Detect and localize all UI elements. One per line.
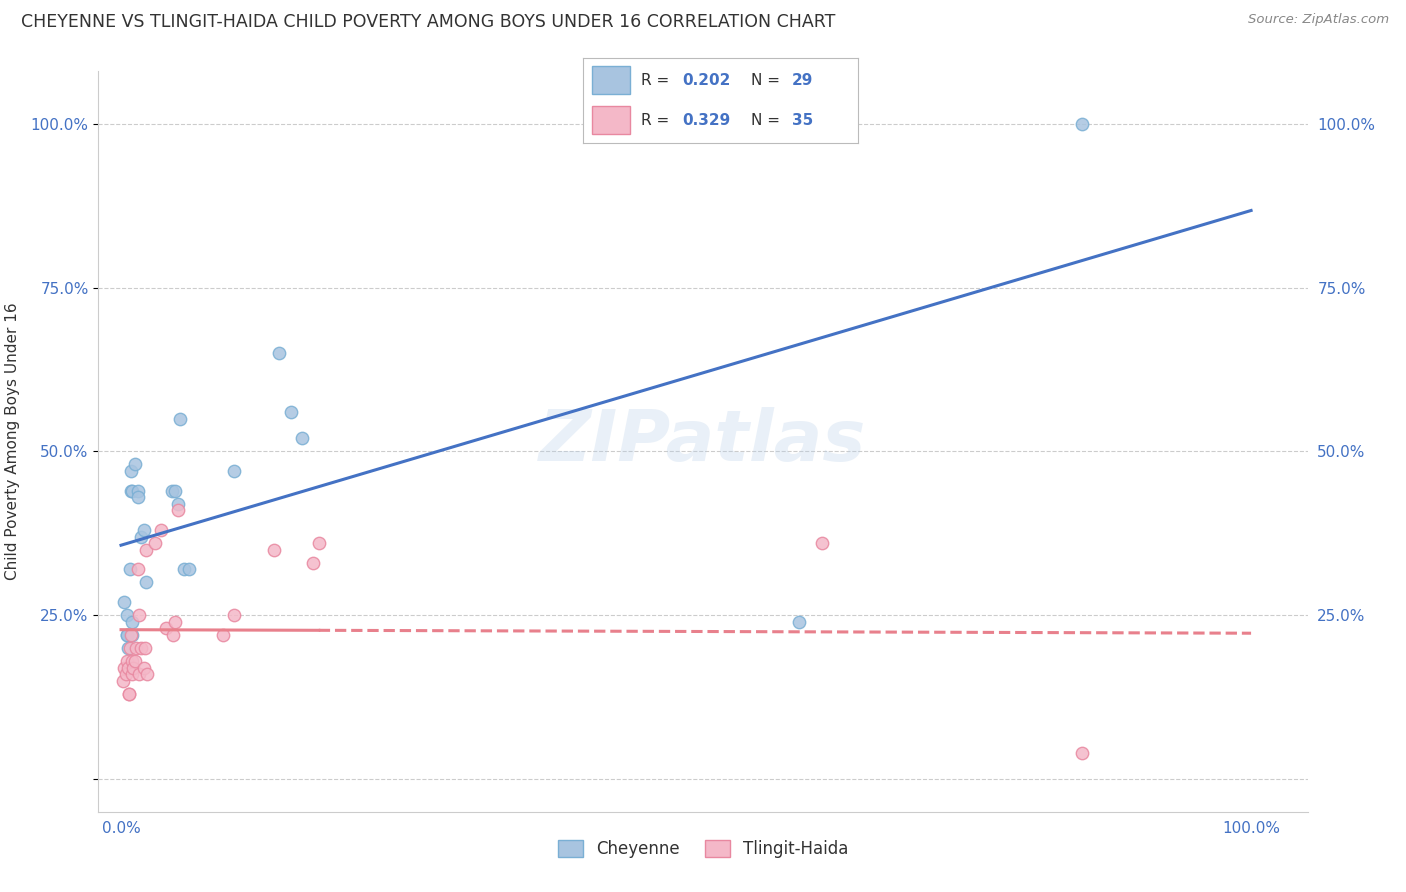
Text: CHEYENNE VS TLINGIT-HAIDA CHILD POVERTY AMONG BOYS UNDER 16 CORRELATION CHART: CHEYENNE VS TLINGIT-HAIDA CHILD POVERTY … (21, 13, 835, 31)
Point (165, 615, 187, 629)
Point (169, 411, 191, 425)
Point (121, 654, 143, 668)
Point (120, 464, 142, 478)
Bar (592, 67, 630, 95)
Bar (592, 106, 630, 134)
Point (124, 458, 146, 472)
Point (211, 628, 233, 642)
Text: N =: N = (751, 73, 785, 88)
Point (118, 687, 141, 701)
Point (124, 654, 146, 668)
Point (127, 483, 149, 498)
Point (115, 628, 138, 642)
Point (810, 536, 832, 550)
Point (128, 667, 150, 681)
Point (1070, 746, 1092, 760)
Point (291, 431, 314, 445)
Point (120, 640, 142, 655)
Point (143, 536, 166, 550)
Text: R =: R = (641, 73, 675, 88)
Point (112, 673, 135, 688)
Point (302, 556, 325, 570)
Point (117, 640, 139, 655)
Text: 35: 35 (792, 112, 813, 128)
Text: 29: 29 (792, 73, 813, 88)
Y-axis label: Child Poverty Among Boys Under 16: Child Poverty Among Boys Under 16 (4, 302, 20, 581)
Text: Source: ZipAtlas.com: Source: ZipAtlas.com (1249, 13, 1389, 27)
Point (132, 523, 155, 537)
Point (308, 536, 330, 550)
Point (127, 490, 149, 504)
Point (128, 608, 150, 623)
Point (173, 562, 195, 576)
Point (121, 615, 143, 629)
Point (115, 654, 138, 668)
Point (114, 667, 136, 681)
Text: R =: R = (641, 112, 675, 128)
Point (149, 523, 172, 537)
Point (115, 628, 138, 642)
Point (135, 542, 157, 557)
Legend: Cheyenne, Tlingit-Haida: Cheyenne, Tlingit-Haida (550, 831, 856, 866)
Point (112, 595, 135, 609)
Point (160, 483, 183, 498)
Point (1070, 117, 1092, 131)
Point (131, 530, 153, 544)
Point (115, 608, 138, 623)
Point (222, 464, 245, 478)
Point (112, 660, 135, 674)
Point (166, 497, 188, 511)
Point (121, 628, 143, 642)
Point (120, 562, 142, 576)
Point (280, 405, 302, 419)
Point (122, 660, 145, 674)
Point (269, 346, 291, 360)
Point (121, 483, 143, 498)
Point (787, 615, 810, 629)
Point (120, 483, 142, 498)
Point (127, 562, 149, 576)
Point (177, 562, 200, 576)
Text: 0.329: 0.329 (682, 112, 731, 128)
Point (125, 640, 148, 655)
Point (263, 542, 285, 557)
Point (166, 503, 188, 517)
Point (121, 667, 143, 681)
Point (222, 608, 245, 623)
Point (136, 667, 159, 681)
Point (135, 575, 157, 590)
Point (155, 621, 177, 635)
Point (165, 483, 187, 498)
Point (131, 640, 153, 655)
Point (134, 640, 156, 655)
Point (132, 660, 155, 674)
Point (162, 628, 184, 642)
Text: N =: N = (751, 112, 785, 128)
Point (118, 687, 141, 701)
Text: ZIPatlas: ZIPatlas (540, 407, 866, 476)
Point (117, 660, 139, 674)
Text: 0.202: 0.202 (682, 73, 731, 88)
Point (120, 628, 142, 642)
